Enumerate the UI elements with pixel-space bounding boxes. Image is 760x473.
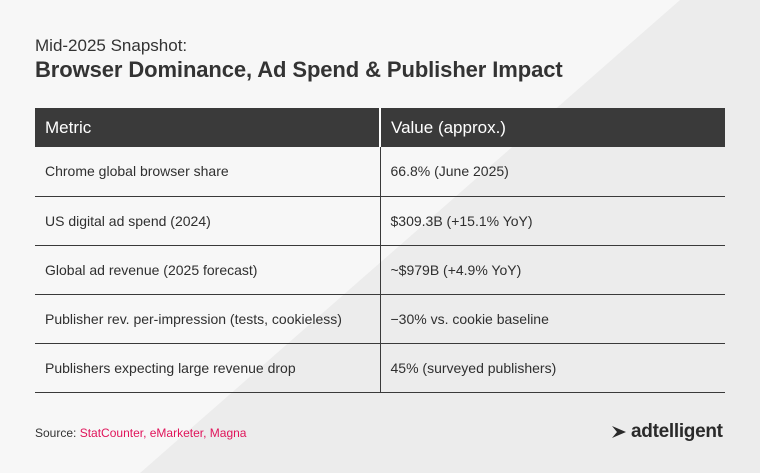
table-row: Publisher rev. per-impression (tests, co… xyxy=(35,294,725,344)
value-cell: 66.8% (June 2025) xyxy=(380,147,725,197)
metrics-table: Metric Value (approx.) Chrome global bro… xyxy=(35,108,725,393)
column-header-value: Value (approx.) xyxy=(380,108,725,147)
value-cell: ~$979B (+4.9% YoY) xyxy=(380,245,725,295)
table-row: Global ad revenue (2025 forecast) ~$979B… xyxy=(35,245,725,295)
table-row: Chrome global browser share 66.8% (June … xyxy=(35,147,725,197)
value-cell: 45% (surveyed publishers) xyxy=(380,343,725,393)
brand-logo: adtelligent xyxy=(611,421,723,443)
metric-cell: Global ad revenue (2025 forecast) xyxy=(35,245,381,295)
source-list: StatCounter, eMarketer, Magna xyxy=(79,426,247,440)
metric-cell: Publishers expecting large revenue drop xyxy=(35,343,381,393)
value-cell: −30% vs. cookie baseline xyxy=(380,294,725,344)
table-row: US digital ad spend (2024) $309.3B (+15.… xyxy=(35,196,725,246)
adtelligent-logo-icon xyxy=(612,426,626,438)
metric-cell: Publisher rev. per-impression (tests, co… xyxy=(35,294,381,344)
table-row: Publishers expecting large revenue drop … xyxy=(35,343,725,393)
source-label: Source: xyxy=(35,426,77,440)
column-header-metric: Metric xyxy=(35,108,381,147)
title-block: Mid-2025 Snapshot: Browser Dominance, Ad… xyxy=(35,36,563,83)
page-subtitle: Mid-2025 Snapshot: xyxy=(35,36,188,55)
source-note: Source: StatCounter, eMarketer, Magna xyxy=(35,426,246,440)
value-cell: $309.3B (+15.1% YoY) xyxy=(380,196,725,246)
table-header-row: Metric Value (approx.) xyxy=(35,108,725,147)
page-title: Browser Dominance, Ad Spend & Publisher … xyxy=(35,57,563,82)
metric-cell: US digital ad spend (2024) xyxy=(35,196,381,246)
metric-cell: Chrome global browser share xyxy=(35,147,381,197)
brand-name: adtelligent xyxy=(631,421,723,442)
